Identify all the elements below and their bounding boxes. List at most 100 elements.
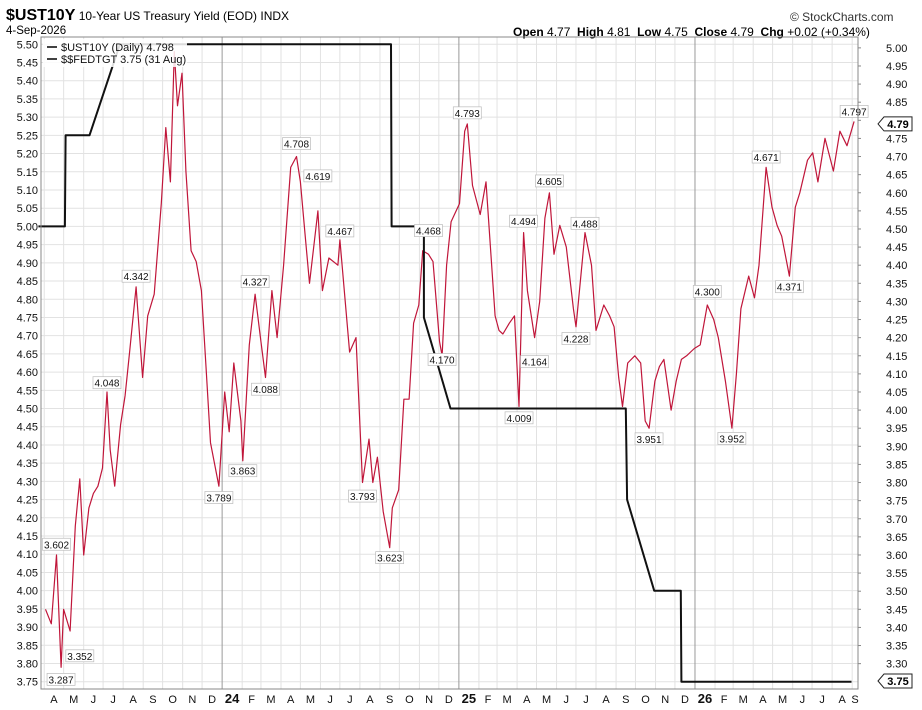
annotation-label: 4.228 <box>563 335 588 346</box>
x-tick-label: F <box>248 694 255 706</box>
x-tick-label: A <box>287 694 295 706</box>
chg-label: Chg <box>760 25 784 39</box>
left-tick-label: 5.00 <box>17 221 38 233</box>
left-tick-label: 5.20 <box>17 149 38 161</box>
x-tick-label: M <box>266 694 275 706</box>
annotation-box <box>717 432 747 445</box>
right-tick-label: 3.85 <box>886 459 907 471</box>
last-value-tag <box>877 116 913 132</box>
left-tick-label: 5.35 <box>17 94 38 106</box>
annotation-box <box>204 491 234 504</box>
ust10y-line <box>44 50 855 668</box>
annotation-box <box>692 285 722 298</box>
annotation-label: 3.287 <box>49 675 74 686</box>
left-tick-label: 4.40 <box>17 440 38 452</box>
legend-entry: $$FEDTGT 3.75 (31 Aug) <box>61 54 186 66</box>
right-tick-label: 4.25 <box>886 315 907 327</box>
annotation-label: 3.863 <box>230 467 255 478</box>
annotation-box <box>282 137 311 150</box>
chg-value: +0.02 (+0.34%) <box>787 25 870 39</box>
x-tick-label: D <box>445 694 453 706</box>
x-tick-label: J <box>91 694 97 706</box>
right-tick-label: 4.50 <box>886 224 907 236</box>
right-tick-label: 3.65 <box>886 532 907 544</box>
annotation-label: 4.468 <box>416 227 441 238</box>
left-tick-label: 4.10 <box>17 549 38 561</box>
x-tick-label: M <box>778 694 787 706</box>
x-tick-label: A <box>523 694 531 706</box>
left-tick-label: 4.55 <box>17 385 38 397</box>
left-tick-label: 4.35 <box>17 458 38 470</box>
brand-watermark: © StockCharts.com <box>790 10 894 24</box>
right-tick-label: 5.00 <box>886 43 907 55</box>
annotation-box <box>504 411 534 425</box>
ohlc-stats: Open 4.77 High 4.81 Low 4.75 Close 4.79 … <box>513 25 870 39</box>
right-tick-label: 3.90 <box>886 441 907 453</box>
x-tick-label: 26 <box>698 691 712 706</box>
annotation-box <box>570 216 600 230</box>
left-tick-label: 5.25 <box>17 130 38 142</box>
right-tick-label: 4.90 <box>886 79 907 91</box>
right-tick-label: 3.50 <box>886 586 907 598</box>
annotation-label: 3.602 <box>44 540 69 551</box>
right-tick-label: 4.45 <box>886 242 907 254</box>
annotation-box <box>509 214 538 228</box>
x-tick-label: J <box>583 694 589 706</box>
annotation-label: 4.708 <box>284 140 309 151</box>
annotation-label: 3.789 <box>206 494 231 505</box>
open-value: 4.77 <box>547 25 571 39</box>
annotation-box <box>634 432 664 446</box>
right-tick-label: 3.95 <box>886 423 907 435</box>
annotation-box <box>348 489 377 503</box>
x-tick-label: J <box>110 694 116 706</box>
right-tick-label: 3.75 <box>886 496 907 508</box>
plot-frame <box>40 36 859 690</box>
right-tick-label: 4.55 <box>886 206 907 218</box>
x-tick-label: O <box>405 694 414 706</box>
annotation-label: 4.671 <box>754 153 779 164</box>
left-tick-label: 3.95 <box>17 604 38 616</box>
x-tick-label: 25 <box>462 691 476 706</box>
right-tick-label: 4.35 <box>886 278 907 290</box>
x-tick-label: D <box>208 694 216 706</box>
close-value: 4.79 <box>730 25 754 39</box>
right-tick-label: 3.55 <box>886 568 907 580</box>
x-tick-label: S <box>851 694 858 706</box>
x-tick-label: D <box>681 694 689 706</box>
annotation-label: 4.488 <box>573 219 598 230</box>
x-tick-label: O <box>641 694 650 706</box>
left-tick-label: 5.10 <box>17 185 38 197</box>
last-value-tag-label: 4.79 <box>887 119 908 131</box>
annotation-box <box>228 464 258 478</box>
annotation-box <box>520 355 549 369</box>
symbol-description: 10-Year US Treasury Yield (EOD) <box>78 9 258 23</box>
close-label: Close <box>694 25 728 39</box>
open-label: Open <box>513 25 544 39</box>
x-tick-label: O <box>168 694 177 706</box>
annotation-label: 4.619 <box>305 172 330 183</box>
annotation-label: 4.797 <box>842 107 867 118</box>
left-tick-label: 5.05 <box>17 203 38 215</box>
axes-layer: 5.50 5.45 5.40 5.35 5.30 5.25 5.20 5.15 5.10 5.05… <box>17 36 913 706</box>
annotation-label: 4.793 <box>455 109 480 120</box>
left-tick-label: 5.15 <box>17 167 38 179</box>
legend-bg <box>43 39 187 67</box>
grid <box>41 37 858 689</box>
annotation-label: 3.952 <box>719 434 744 445</box>
low-label: Low <box>637 25 662 39</box>
right-tick-label: 4.65 <box>886 170 907 182</box>
left-tick-label: 4.60 <box>17 367 38 379</box>
x-tick-label: J <box>819 694 825 706</box>
chart-date: 4-Sep-2026 <box>6 25 67 37</box>
x-tick-label: J <box>564 694 570 706</box>
left-tick-label: 4.85 <box>17 276 38 288</box>
symbol: $UST10Y <box>6 7 76 24</box>
left-tick-label: 4.05 <box>17 567 38 579</box>
left-tick-label: 4.00 <box>17 586 38 598</box>
legend: $UST10Y (Daily) 4.798$$FEDTGT 3.75 (31 A… <box>43 39 187 67</box>
annotation-label: 3.352 <box>67 652 92 663</box>
x-tick-label: N <box>425 694 433 706</box>
x-tick-label: J <box>800 694 806 706</box>
x-tick-label: S <box>149 694 156 706</box>
annotation-label: 3.951 <box>637 435 662 446</box>
